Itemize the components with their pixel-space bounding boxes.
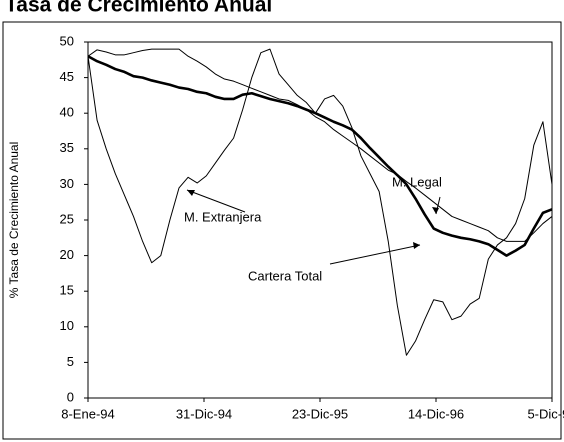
- x-tick-label: 31-Dic-94: [176, 406, 232, 421]
- y-tick-label: 45: [60, 69, 74, 84]
- series-line: [87, 55, 553, 257]
- x-tick-label: 14-Dic-96: [408, 406, 464, 421]
- annotation-arrow: [186, 189, 246, 213]
- y-tick-label: 25: [60, 211, 74, 226]
- y-tick-label: 5: [67, 354, 74, 369]
- arrow-head: [413, 242, 420, 249]
- annotation: M. Legal: [392, 174, 442, 189]
- annotation: M. Extranjera: [184, 209, 262, 224]
- y-tick-label: 0: [67, 389, 74, 404]
- plot-frame: [87, 41, 553, 399]
- series-line: [87, 48, 553, 242]
- arrow-head: [187, 190, 195, 196]
- x-tick-label: 5-Dic-97: [527, 406, 564, 421]
- series-line: [87, 48, 553, 356]
- y-tick-label: 10: [60, 318, 74, 333]
- y-tick-label: 20: [60, 247, 74, 262]
- x-tick-label: 23-Dic-95: [292, 406, 348, 421]
- y-tick-label: 35: [60, 140, 74, 155]
- y-tick-label: 30: [60, 176, 74, 191]
- y-tick-label: 50: [60, 33, 74, 48]
- y-tick-label: 15: [60, 283, 74, 298]
- annotation-arrow: [329, 244, 421, 265]
- arrow-head: [432, 207, 439, 214]
- y-tick-label: 40: [60, 105, 74, 120]
- annotation: Cartera Total: [248, 268, 322, 283]
- y-axis-label: % Tasa de Crecimiento Anual: [7, 142, 21, 299]
- chart-title: Tasa de Crecimiento Anual: [5, 0, 272, 17]
- x-tick-label: 8-Ene-94: [61, 406, 114, 421]
- figure-frame: [2, 21, 562, 440]
